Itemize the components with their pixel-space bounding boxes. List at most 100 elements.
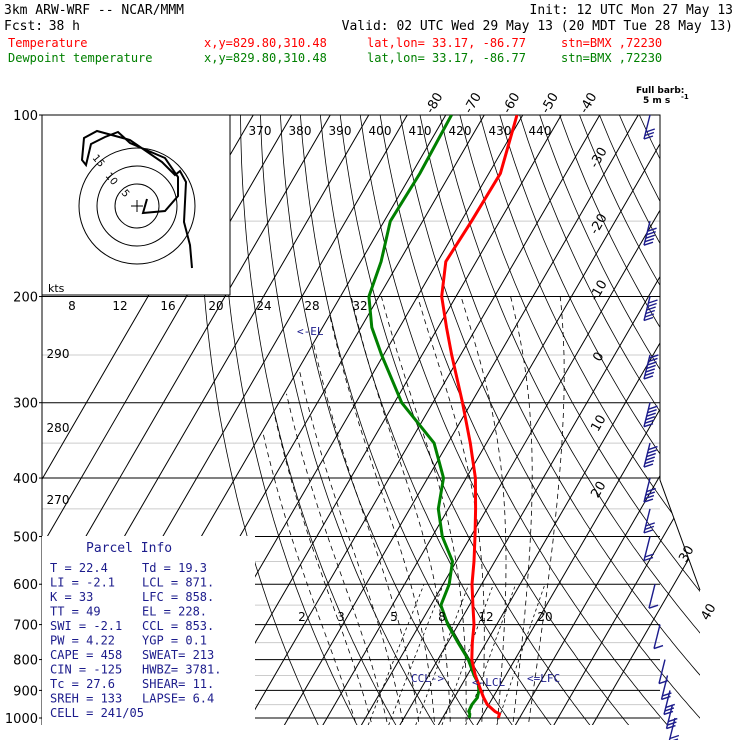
isotherm-label: -30 [587, 145, 611, 171]
moist-adiabat [381, 296, 467, 725]
isotherm-label: -70 [461, 90, 485, 116]
isotherm-line [511, 115, 700, 725]
mixing-ratio-line [463, 584, 517, 725]
isotherm-label: 0 [590, 350, 607, 365]
wind-barb-flag [645, 309, 656, 315]
wind-barb-flag [648, 604, 659, 609]
mixing-ratio-label: 5 [390, 610, 398, 624]
hodograph-axis-label: 12 [112, 299, 127, 313]
parcel-info-right: CCL = 853. [142, 619, 214, 633]
parcel-info-left: T = 22.4 [50, 561, 108, 575]
pressure-tick-label: 900 [13, 684, 38, 699]
dry-adiabat [339, 115, 595, 725]
lfc-annotation: <=LFC [527, 672, 560, 685]
hodograph-axis-label: 16 [160, 299, 175, 313]
wind-barb [643, 296, 658, 322]
el-annotation: <-EL [297, 325, 324, 338]
wind-barb-flag [643, 498, 654, 503]
wind-barb-flag [648, 405, 658, 410]
dry-adiabat [479, 115, 700, 725]
pressure-tick-label: 500 [13, 530, 38, 545]
isotherm-label: 10 [588, 413, 609, 435]
isotherm-line [550, 115, 700, 725]
pressure-tick-label: 200 [13, 291, 38, 306]
parcel-info-right: LAPSE= 6.4 [142, 692, 214, 706]
dry-adiabat [280, 115, 478, 725]
wind-barb-flag [643, 241, 654, 246]
wind-barb-flag [645, 491, 656, 496]
theta-label: 400 [369, 124, 392, 138]
hodograph-frame [41, 114, 231, 296]
isotherm-label: 30 [676, 543, 697, 565]
dry-adiabat [219, 115, 361, 725]
wind-barb [643, 114, 656, 140]
valid-time: Valid: 02 UTC Wed 29 May 13 (20 MDT Tue … [342, 19, 733, 34]
wind-barb-flag [665, 703, 676, 709]
lcl-annotation: <-LCL [472, 676, 505, 689]
wind-barb-flag [646, 306, 656, 311]
theta-label: 380 [289, 124, 312, 138]
parcel-info-background [42, 536, 255, 726]
isotherm-label: -40 [577, 90, 601, 116]
hodograph-axis-label: 32 [352, 299, 367, 313]
fcst-value: 38 h [49, 19, 80, 34]
dry-adiabat [539, 115, 700, 725]
wind-barb [643, 221, 657, 246]
init-time: Init: 12 UTC Mon 27 May 13 [530, 3, 734, 18]
theta-label: 370 [249, 124, 272, 138]
moist-adiabat [460, 296, 507, 725]
wind-barb-flag [643, 375, 654, 380]
wind-barb-flag [666, 724, 676, 730]
wind-barb-flag [663, 710, 674, 716]
isotherm-line [396, 115, 700, 725]
parcel-info-left: TT = 49 [50, 605, 101, 619]
isotherm-label: 40 [698, 601, 719, 623]
parcel-info-right: SWEAT= 213 [142, 648, 214, 662]
isotherm-line [588, 115, 700, 725]
wind-barb-flag [648, 445, 658, 451]
parcel-info-right: YGP = 0.1 [142, 634, 207, 648]
isotherm-line [42, 115, 347, 725]
mixing-ratio-label: 2 [298, 610, 306, 624]
parcel-info-right: LFC = 858. [142, 590, 214, 604]
wind-barb-flag [646, 364, 656, 370]
pressure-tick-label: 700 [13, 619, 38, 634]
wind-barb [653, 624, 664, 650]
mixing-ratio-line [439, 584, 494, 725]
temperature-legend: Temperature [8, 36, 87, 50]
wind-barb [643, 508, 656, 534]
wind-barb-flag [645, 456, 656, 461]
dew-stn: stn=BMX ,72230 [561, 51, 662, 65]
pressure-tick-label: 400 [13, 472, 38, 487]
wind-barb-flag [645, 416, 656, 421]
dry-adiabat [379, 115, 673, 725]
parcel-info-right: EL = 228. [142, 605, 207, 619]
wind-barb-flag [648, 357, 658, 363]
theta-left-label: 290 [47, 347, 70, 361]
wind-barb-flag [644, 419, 655, 424]
sounding-profiles [367, 115, 519, 719]
temp-xy: x,y=829.80,310.48 [204, 36, 327, 50]
wind-barb-flag [644, 459, 655, 465]
wind-barb-flag [645, 234, 656, 239]
wind-barb-flag [653, 644, 664, 650]
wind-barb-flag [667, 721, 677, 726]
parcel-info-left: CAPE = 458 [50, 648, 122, 662]
wind-barb-flag [643, 556, 654, 562]
wind-barb-flag [664, 707, 675, 712]
dry-adiabat [439, 115, 700, 725]
moist-adiabat [286, 393, 390, 725]
moist-adiabat [299, 370, 405, 725]
full-barb-unit-exp: -1 [681, 93, 689, 101]
mixing-ratio-line [365, 584, 425, 725]
wind-barb-flag [644, 313, 655, 318]
theta-label: 430 [489, 124, 512, 138]
fcst-label: Fcst: [4, 19, 43, 34]
theta-left-label: 270 [47, 493, 70, 507]
wind-barb-staff [648, 584, 656, 609]
hodograph-kts-label: kts [48, 282, 65, 295]
theta-label: 390 [329, 124, 352, 138]
parcel-info-left: SWI = -2.1 [50, 619, 122, 633]
